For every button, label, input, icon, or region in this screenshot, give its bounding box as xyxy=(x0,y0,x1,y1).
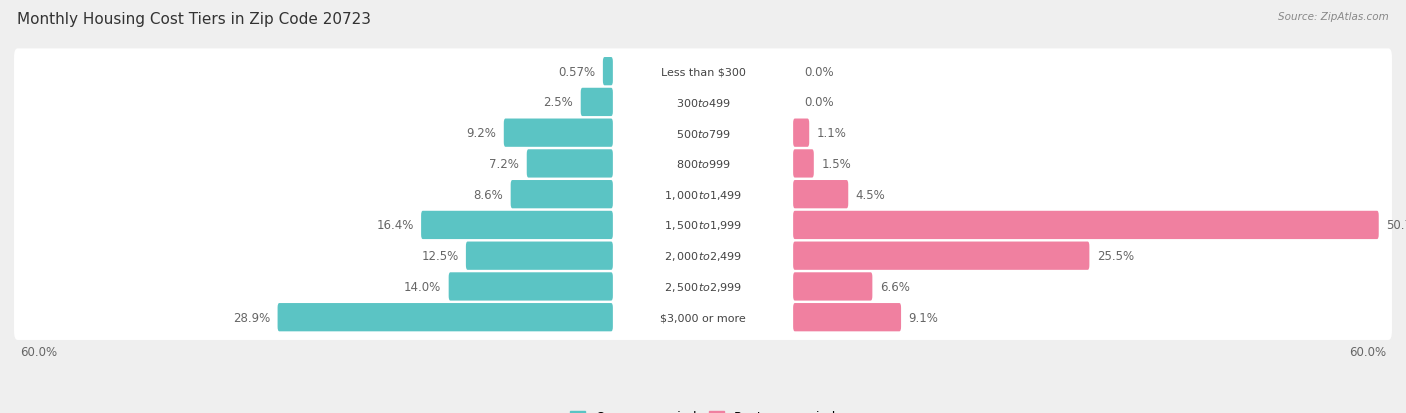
FancyBboxPatch shape xyxy=(14,203,1392,248)
Text: $3,000 or more: $3,000 or more xyxy=(661,312,745,323)
FancyBboxPatch shape xyxy=(277,303,613,332)
Text: 4.5%: 4.5% xyxy=(856,188,886,201)
Text: 16.4%: 16.4% xyxy=(377,219,413,232)
FancyBboxPatch shape xyxy=(503,119,613,147)
Text: 60.0%: 60.0% xyxy=(20,345,56,358)
Text: 9.2%: 9.2% xyxy=(467,127,496,140)
Text: Monthly Housing Cost Tiers in Zip Code 20723: Monthly Housing Cost Tiers in Zip Code 2… xyxy=(17,12,371,27)
FancyBboxPatch shape xyxy=(581,88,613,117)
FancyBboxPatch shape xyxy=(14,172,1392,217)
FancyBboxPatch shape xyxy=(14,233,1392,279)
FancyBboxPatch shape xyxy=(14,141,1392,187)
FancyBboxPatch shape xyxy=(793,273,872,301)
Text: 6.6%: 6.6% xyxy=(880,280,910,293)
FancyBboxPatch shape xyxy=(793,242,1090,270)
Text: 12.5%: 12.5% xyxy=(422,249,458,263)
Text: 7.2%: 7.2% xyxy=(489,157,519,171)
FancyBboxPatch shape xyxy=(793,303,901,332)
FancyBboxPatch shape xyxy=(793,119,810,147)
FancyBboxPatch shape xyxy=(603,58,613,86)
FancyBboxPatch shape xyxy=(793,150,814,178)
Text: 9.1%: 9.1% xyxy=(908,311,938,324)
Text: 0.0%: 0.0% xyxy=(804,96,834,109)
FancyBboxPatch shape xyxy=(14,49,1392,95)
Text: 8.6%: 8.6% xyxy=(474,188,503,201)
Text: $300 to $499: $300 to $499 xyxy=(675,97,731,109)
Text: 1.5%: 1.5% xyxy=(821,157,851,171)
Text: $500 to $799: $500 to $799 xyxy=(675,127,731,139)
FancyBboxPatch shape xyxy=(527,150,613,178)
Text: 1.1%: 1.1% xyxy=(817,127,846,140)
Text: 28.9%: 28.9% xyxy=(233,311,270,324)
Text: 25.5%: 25.5% xyxy=(1097,249,1135,263)
Text: 2.5%: 2.5% xyxy=(544,96,574,109)
Text: $800 to $999: $800 to $999 xyxy=(675,158,731,170)
Text: $2,500 to $2,999: $2,500 to $2,999 xyxy=(664,280,742,293)
FancyBboxPatch shape xyxy=(510,180,613,209)
Text: 0.0%: 0.0% xyxy=(804,66,834,78)
FancyBboxPatch shape xyxy=(14,111,1392,156)
FancyBboxPatch shape xyxy=(449,273,613,301)
Text: 50.7%: 50.7% xyxy=(1386,219,1406,232)
FancyBboxPatch shape xyxy=(422,211,613,240)
Text: Less than $300: Less than $300 xyxy=(661,67,745,77)
Text: Source: ZipAtlas.com: Source: ZipAtlas.com xyxy=(1278,12,1389,22)
Text: 14.0%: 14.0% xyxy=(404,280,441,293)
Text: $1,500 to $1,999: $1,500 to $1,999 xyxy=(664,219,742,232)
FancyBboxPatch shape xyxy=(14,80,1392,126)
FancyBboxPatch shape xyxy=(793,180,848,209)
Text: 0.57%: 0.57% xyxy=(558,66,595,78)
Text: $1,000 to $1,499: $1,000 to $1,499 xyxy=(664,188,742,201)
FancyBboxPatch shape xyxy=(14,295,1392,340)
FancyBboxPatch shape xyxy=(793,211,1379,240)
FancyBboxPatch shape xyxy=(14,264,1392,309)
Legend: Owner-occupied, Renter-occupied: Owner-occupied, Renter-occupied xyxy=(565,405,841,413)
FancyBboxPatch shape xyxy=(465,242,613,270)
Text: $2,000 to $2,499: $2,000 to $2,499 xyxy=(664,249,742,263)
Text: 60.0%: 60.0% xyxy=(1350,345,1386,358)
